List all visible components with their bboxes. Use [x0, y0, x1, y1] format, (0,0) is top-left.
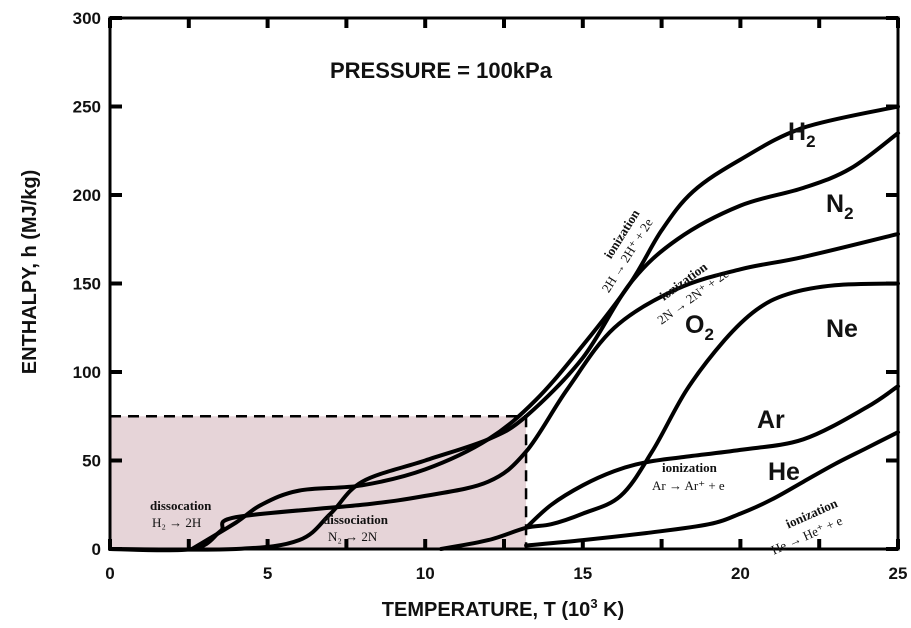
series-label-ne: Ne: [826, 315, 858, 343]
svg-text:ionization: ionization: [662, 460, 718, 475]
x-axis-title: TEMPERATURE, T (103 K): [382, 596, 624, 621]
series-label-he: He: [768, 458, 800, 486]
annotation-h2-dissociation: dissocation H₂ → 2H: [150, 498, 212, 530]
annotation-ar-ionization: ionization Ar → Ar⁺ + e: [652, 460, 725, 493]
series-line-n2: [108, 131, 900, 552]
series-line-ar: [524, 384, 900, 530]
series-label-ar: Ar: [757, 406, 785, 434]
y-tick-label: 50: [82, 452, 101, 471]
series-label-h2: H2: [788, 118, 816, 151]
y-tick-label: 300: [73, 9, 101, 28]
x-tick-label: 5: [263, 564, 272, 583]
y-tick-label: 150: [73, 275, 101, 294]
series-line-h2: [190, 104, 900, 551]
y-tick-label: 100: [73, 363, 101, 382]
annotation-n2-dissociation: dissociation N₂ → 2N: [323, 512, 389, 544]
x-tick-label: 0: [105, 564, 114, 583]
svg-text:N₂ → 2N: N₂ → 2N: [328, 529, 378, 544]
svg-text:H₂ → 2H: H₂ → 2H: [152, 515, 201, 530]
series-label-o2: O2: [685, 311, 714, 344]
series-line-he: [524, 430, 900, 548]
series-label-n2: N2: [826, 190, 854, 223]
svg-text:Ar → Ar⁺ + e: Ar → Ar⁺ + e: [652, 478, 725, 493]
svg-text:dissocation: dissocation: [150, 498, 212, 513]
series-line-o2: [108, 231, 900, 553]
x-tick-label: 25: [889, 564, 908, 583]
chart-title: PRESSURE = 100kPa: [330, 58, 553, 83]
x-tick-label: 15: [573, 564, 592, 583]
annotation-h2-ionization: ionization 2H → 2H⁺ + 2e: [598, 206, 655, 295]
y-tick-label: 200: [73, 186, 101, 205]
svg-text:dissociation: dissociation: [323, 512, 389, 527]
y-tick-label: 250: [73, 98, 101, 117]
y-axis-title: ENTHALPY, h (MJ/kg): [19, 170, 41, 374]
x-tick-label: 10: [416, 564, 435, 583]
x-tick-label: 20: [731, 564, 750, 583]
y-tick-label: 0: [92, 540, 101, 559]
series-group: [108, 104, 900, 553]
